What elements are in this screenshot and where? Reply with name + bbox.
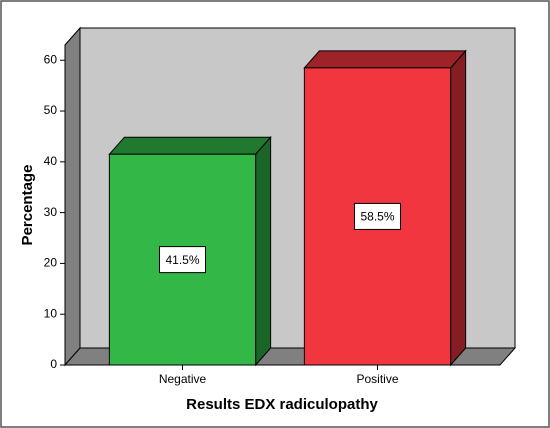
- value-label-box: [354, 202, 401, 230]
- y-tick-label: 40: [44, 154, 58, 168]
- x-tick-label: Negative: [159, 372, 207, 386]
- value-label: 41.5%: [165, 253, 199, 267]
- left-wall: [64, 26, 81, 367]
- value-label: 58.5%: [360, 210, 394, 224]
- bar-top: [108, 136, 272, 155]
- bar-side: [255, 135, 272, 367]
- y-tick-label: 0: [50, 357, 57, 371]
- x-axis-title: Results EDX radiculopathy: [186, 396, 378, 413]
- x-tick-label: Positive: [356, 372, 398, 386]
- bar-top: [303, 50, 467, 69]
- y-tick-label: 50: [44, 103, 58, 117]
- y-tick-label: 60: [44, 52, 58, 66]
- y-tick-label: 20: [44, 256, 58, 270]
- bar-side: [450, 49, 467, 367]
- y-tick-label: 30: [44, 205, 58, 219]
- y-tick-label: 10: [44, 306, 58, 320]
- value-label-box: [159, 246, 206, 274]
- y-axis-title: Percentage: [19, 165, 36, 246]
